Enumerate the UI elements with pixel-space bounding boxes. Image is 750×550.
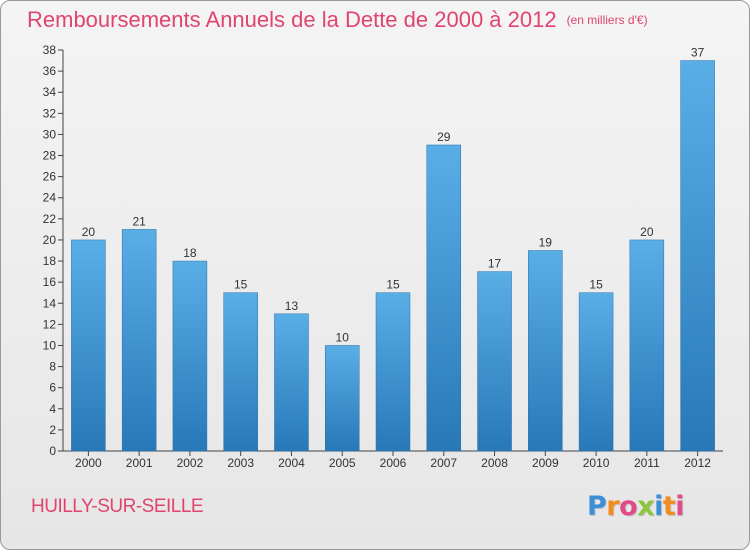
chart-units: (en milliers d'€) <box>566 13 648 27</box>
y-tick-label: 32 <box>43 106 57 120</box>
bar <box>629 239 665 452</box>
bar <box>578 292 614 452</box>
data-label: 15 <box>234 278 248 292</box>
data-label: 17 <box>488 257 502 271</box>
data-label: 18 <box>183 246 197 260</box>
data-label: 15 <box>386 278 400 292</box>
x-tick-label: 2012 <box>684 456 711 470</box>
y-tick-label: 4 <box>49 402 56 416</box>
bar <box>426 144 462 452</box>
y-tick-label: 24 <box>43 191 57 205</box>
x-tick-label: 2005 <box>329 456 356 470</box>
bar <box>172 260 208 452</box>
bars <box>71 60 715 452</box>
x-tick-label: 2003 <box>227 456 254 470</box>
logo-letter: P <box>587 491 607 522</box>
data-label: 20 <box>640 225 654 239</box>
y-tick-label: 34 <box>43 85 57 99</box>
y-tick-label: 18 <box>43 254 57 268</box>
data-label: 13 <box>285 299 299 313</box>
chart-title-text: Remboursements Annuels de la Dette de 20… <box>27 7 557 32</box>
x-tick-label: 2006 <box>380 456 407 470</box>
logo-letter: x <box>637 491 655 522</box>
x-tick-label: 2000 <box>75 456 102 470</box>
chart-title: Remboursements Annuels de la Dette de 20… <box>27 7 648 33</box>
y-tick-label: 26 <box>43 170 57 184</box>
y-tick-label: 16 <box>43 275 57 289</box>
data-label: 20 <box>82 225 96 239</box>
y-tick-label: 14 <box>43 296 57 310</box>
bar <box>680 60 715 452</box>
y-tick-label: 36 <box>43 64 57 78</box>
logo-letter: i <box>675 491 685 522</box>
y-tick-label: 12 <box>43 317 57 331</box>
y-tick-label: 38 <box>43 43 57 57</box>
data-label: 37 <box>691 46 705 60</box>
bar <box>477 271 512 452</box>
bar <box>274 313 309 452</box>
x-tick-label: 2002 <box>177 456 204 470</box>
data-label: 10 <box>336 330 350 344</box>
logo-letter: i <box>654 491 663 522</box>
x-tick-label: 2011 <box>634 456 660 470</box>
bar <box>71 239 106 452</box>
town-name: HUILLY-SUR-SEILLE <box>31 496 204 517</box>
x-tick-label: 2010 <box>583 456 610 470</box>
y-tick-label: 8 <box>49 360 56 374</box>
x-axis: 2000 2001 2002 2003 2004 2005 2006 2007 2008 2009… <box>63 450 723 470</box>
y-tick-label: 20 <box>43 233 57 247</box>
data-label: 21 <box>132 214 146 228</box>
y-tick-label: 6 <box>49 381 56 395</box>
y-tick-label: 10 <box>43 338 57 352</box>
logo-letter: t <box>662 491 676 522</box>
logo-letter: o <box>619 491 638 522</box>
data-label: 15 <box>589 278 603 292</box>
y-tick-label: 30 <box>43 127 57 141</box>
x-tick-label: 2004 <box>278 456 305 470</box>
value-labels: 20 21 18 15 13 10 15 29 17 19 15 20 37 <box>82 46 705 345</box>
bar <box>528 250 563 452</box>
x-tick-label: 2009 <box>532 456 559 470</box>
x-tick-label: 2008 <box>481 456 508 470</box>
bar <box>324 345 360 452</box>
x-tick-label: 2001 <box>126 456 153 470</box>
proxiti-logo: Proxiti <box>587 491 685 522</box>
bar <box>121 229 157 452</box>
bar <box>223 292 258 452</box>
logo-letter: r <box>606 491 620 522</box>
bar <box>375 292 411 452</box>
data-label: 29 <box>437 130 451 144</box>
y-tick-label: 0 <box>49 444 56 458</box>
x-tick-label: 2007 <box>430 456 457 470</box>
y-tick-label: 28 <box>43 149 57 163</box>
data-label: 19 <box>539 236 553 250</box>
y-tick-label: 2 <box>49 423 56 437</box>
y-tick-label: 22 <box>43 212 57 226</box>
